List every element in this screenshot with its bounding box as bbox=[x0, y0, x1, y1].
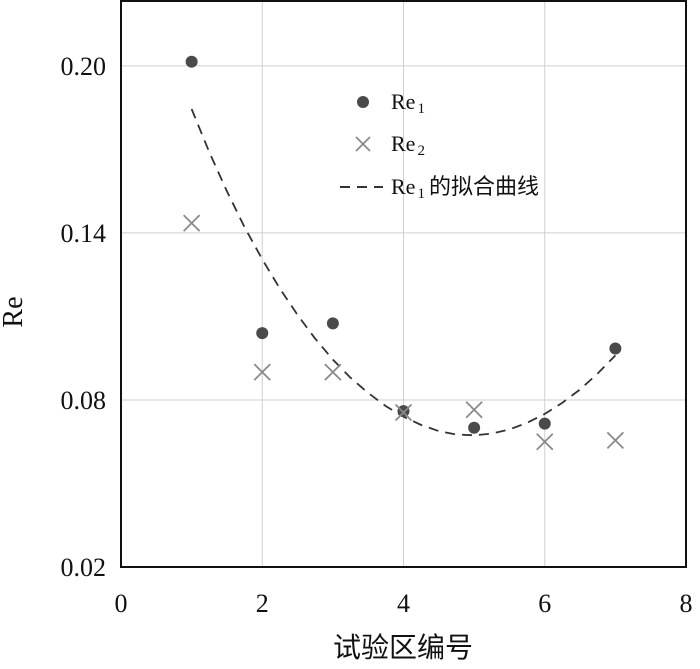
plot-frame bbox=[120, 0, 687, 568]
legend: Re 1 Re 2 Re 1 的拟合曲线 bbox=[340, 89, 539, 202]
re1-point bbox=[538, 417, 551, 430]
legend-label-re1: Re 1 bbox=[391, 89, 425, 117]
tick-labels: 0 2 4 6 8 0.02 0.08 0.14 0.20 bbox=[61, 52, 693, 618]
re1-point bbox=[468, 421, 481, 434]
y-axis-title: Re bbox=[0, 296, 29, 327]
re1-point bbox=[326, 317, 339, 330]
re2-point bbox=[606, 431, 625, 449]
legend-label-fit-sub: 1 bbox=[417, 186, 425, 202]
x-tick-label: 4 bbox=[397, 589, 410, 618]
legend-marker-re2 bbox=[355, 136, 371, 152]
legend-label-re2-sub: 2 bbox=[417, 143, 425, 159]
legend-label-fit: Re 1 的拟合曲线 bbox=[391, 174, 539, 202]
legend-label-re1-sub: 1 bbox=[417, 101, 425, 117]
re2-point bbox=[182, 214, 201, 232]
y-tick-label: 0.08 bbox=[61, 386, 107, 415]
x-tick-label: 2 bbox=[256, 589, 269, 618]
re1-point bbox=[609, 342, 622, 355]
x-tick-label: 0 bbox=[115, 589, 128, 618]
y-tick-label: 0.02 bbox=[61, 553, 107, 582]
y-tick-label: 0.14 bbox=[61, 219, 107, 248]
re2-point bbox=[324, 363, 342, 381]
re2-point bbox=[536, 433, 554, 451]
x-tick-label: 8 bbox=[680, 589, 693, 618]
x-axis-title: 试验区编号 bbox=[333, 632, 473, 664]
re2-point bbox=[394, 403, 413, 422]
legend-label-re2-base: Re bbox=[391, 131, 415, 156]
re1-point bbox=[185, 55, 198, 68]
legend-marker-re1 bbox=[357, 96, 369, 108]
legend-label-fit-suffix: 的拟合曲线 bbox=[429, 174, 539, 199]
x-tick-label: 6 bbox=[538, 589, 551, 618]
y-tick-label: 0.20 bbox=[61, 52, 107, 81]
legend-label-re2: Re 2 bbox=[391, 131, 425, 159]
legend-label-re1-base: Re bbox=[391, 89, 415, 114]
re1-point bbox=[256, 327, 269, 340]
re2-point bbox=[253, 363, 271, 381]
re2-point bbox=[465, 401, 483, 419]
re1-point bbox=[397, 405, 410, 418]
grid bbox=[121, 1, 686, 567]
legend-label-fit-base: Re bbox=[391, 174, 415, 199]
points-layer bbox=[182, 55, 625, 451]
